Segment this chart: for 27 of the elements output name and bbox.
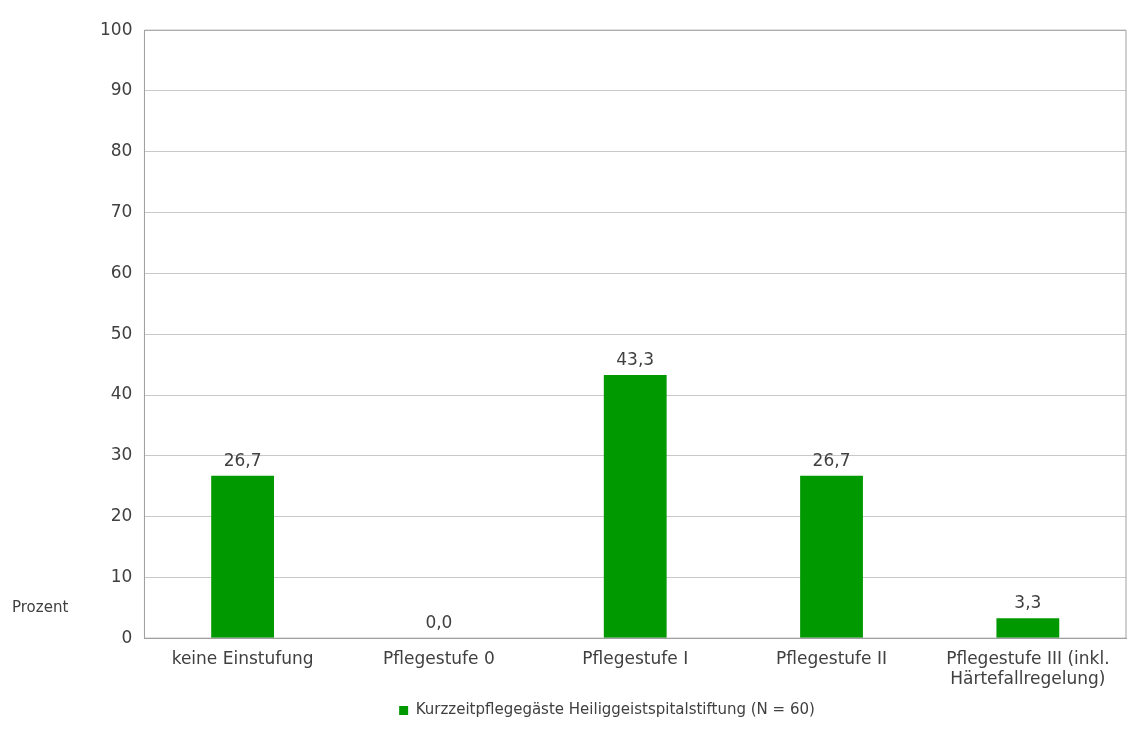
data-label: 26,7 [812,449,851,470]
y-tick-label: 70 [110,201,133,222]
y-tick-label: 40 [110,383,133,404]
y-tick-label: 30 [110,444,133,465]
x-tick-label: keine Einstufung [171,647,314,668]
data-label: 3,3 [1014,592,1042,613]
y-tick-label: 100 [99,18,133,39]
x-tick-label: Pflegestufe I [582,647,689,668]
bar [996,618,1060,638]
y-tick-label: 60 [110,261,133,282]
y-tick-label: 50 [110,322,133,343]
bar [603,374,667,638]
y-tick-label: 0 [121,626,133,647]
y-tick-label: 20 [110,505,133,526]
data-label: 26,7 [223,449,262,470]
bar [800,475,863,638]
legend-label: Kurzzeitpflegegäste Heiliggeistspitalstiftung (N = 60) [415,700,815,719]
y-tick-label: 10 [110,565,133,586]
x-tick-label: Pflegestufe III (inkl. Härtefallregelung) [946,647,1110,689]
data-label: 43,3 [616,348,655,369]
y-axis-title: Prozent [12,598,69,617]
x-tick-label: Pflegestufe 0 [383,647,495,668]
bar [211,475,275,638]
y-tick-label: 80 [110,140,133,161]
y-tick-label: 90 [110,79,133,100]
x-tick-label: Pflegestufe II [776,647,887,668]
data-label: 0,0 [425,612,453,633]
